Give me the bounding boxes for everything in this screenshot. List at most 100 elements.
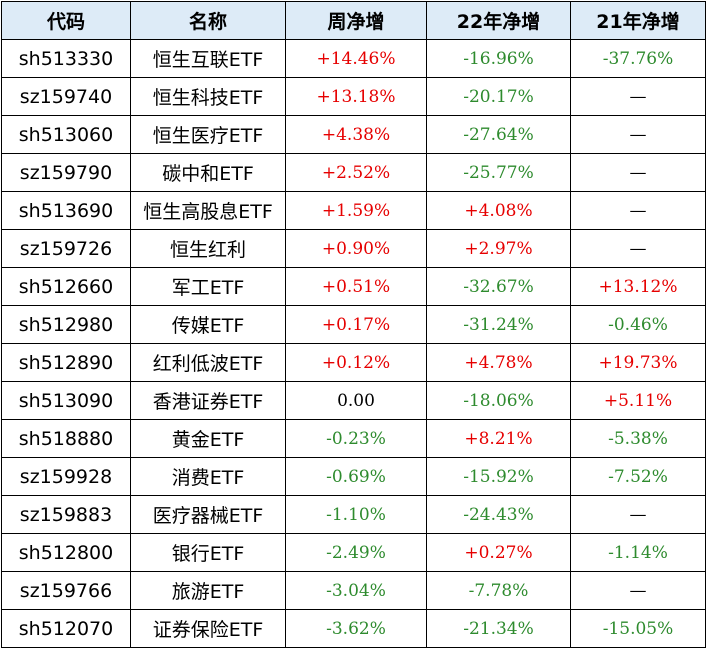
cell-2022-change: -24.43% [426, 495, 571, 534]
cell-2021-change: -5.38% [570, 419, 706, 458]
cell-name: 恒生红利 [130, 229, 286, 268]
cell-code: sz159790 [1, 153, 131, 192]
cell-weekly-change: +2.52% [285, 153, 427, 192]
cell-name: 恒生科技ETF [130, 77, 286, 116]
cell-name: 证券保险ETF [130, 609, 286, 648]
cell-name: 医疗器械ETF [130, 495, 286, 534]
header-row: 代码 名称 周净增 22年净增 21年净增 [1, 1, 706, 40]
cell-2021-change: -1.14% [570, 533, 706, 572]
cell-name: 红利低波ETF [130, 343, 286, 382]
cell-2022-change: -25.77% [426, 153, 571, 192]
cell-2021-change: — [570, 77, 706, 116]
cell-2022-change: -27.64% [426, 115, 571, 154]
cell-2022-change: +2.97% [426, 229, 571, 268]
cell-code: sz159766 [1, 571, 131, 610]
cell-code: sz159740 [1, 77, 131, 116]
cell-2022-change: +4.08% [426, 191, 571, 230]
table-row: sz159726 恒生红利 +0.90% +2.97% — [1, 229, 706, 268]
cell-name: 碳中和ETF [130, 153, 286, 192]
cell-weekly-change: 0.00 [285, 381, 427, 420]
cell-2022-change: -18.06% [426, 381, 571, 420]
cell-2022-change: -32.67% [426, 267, 571, 306]
cell-code: sh513090 [1, 381, 131, 420]
cell-weekly-change: -2.49% [285, 533, 427, 572]
cell-code: sh518880 [1, 419, 131, 458]
cell-2021-change: +19.73% [570, 343, 706, 382]
cell-code: sz159883 [1, 495, 131, 534]
cell-code: sh513060 [1, 115, 131, 154]
cell-weekly-change: +13.18% [285, 77, 427, 116]
cell-code: sh512980 [1, 305, 131, 344]
cell-name: 恒生医疗ETF [130, 115, 286, 154]
cell-code: sh513330 [1, 39, 131, 78]
header-2021-change: 21年净增 [570, 1, 706, 40]
cell-weekly-change: +14.46% [285, 39, 427, 78]
table-row: sh513330 恒生互联ETF +14.46% -16.96% -37.76% [1, 39, 706, 78]
cell-2021-change: +13.12% [570, 267, 706, 306]
cell-2021-change: -7.52% [570, 457, 706, 496]
cell-weekly-change: +0.90% [285, 229, 427, 268]
table-row: sh512800 银行ETF -2.49% +0.27% -1.14% [1, 533, 706, 572]
cell-name: 传媒ETF [130, 305, 286, 344]
cell-weekly-change: +0.12% [285, 343, 427, 382]
cell-code: sh512800 [1, 533, 131, 572]
cell-2021-change: — [570, 191, 706, 230]
cell-weekly-change: +4.38% [285, 115, 427, 154]
header-weekly-change: 周净增 [285, 1, 427, 40]
cell-name: 恒生互联ETF [130, 39, 286, 78]
header-name: 名称 [130, 1, 286, 40]
cell-code: sz159726 [1, 229, 131, 268]
header-code: 代码 [1, 1, 131, 40]
cell-code: sh512660 [1, 267, 131, 306]
cell-2022-change: +8.21% [426, 419, 571, 458]
cell-name: 银行ETF [130, 533, 286, 572]
cell-name: 军工ETF [130, 267, 286, 306]
cell-2022-change: -16.96% [426, 39, 571, 78]
cell-2021-change: -37.76% [570, 39, 706, 78]
cell-weekly-change: +1.59% [285, 191, 427, 230]
cell-2022-change: -31.24% [426, 305, 571, 344]
cell-name: 恒生高股息ETF [130, 191, 286, 230]
cell-2021-change: — [570, 153, 706, 192]
table-row: sz159883 医疗器械ETF -1.10% -24.43% — [1, 495, 706, 534]
table-row: sh518880 黄金ETF -0.23% +8.21% -5.38% [1, 419, 706, 458]
cell-2022-change: +0.27% [426, 533, 571, 572]
cell-weekly-change: -0.69% [285, 457, 427, 496]
cell-2021-change: -15.05% [570, 609, 706, 648]
cell-weekly-change: +0.51% [285, 267, 427, 306]
cell-2021-change: — [570, 229, 706, 268]
table-row: sz159928 消费ETF -0.69% -15.92% -7.52% [1, 457, 706, 496]
table-row: sz159790 碳中和ETF +2.52% -25.77% — [1, 153, 706, 192]
cell-2022-change: +4.78% [426, 343, 571, 382]
table-row: sh512980 传媒ETF +0.17% -31.24% -0.46% [1, 305, 706, 344]
cell-weekly-change: -0.23% [285, 419, 427, 458]
cell-2022-change: -7.78% [426, 571, 571, 610]
cell-weekly-change: -3.62% [285, 609, 427, 648]
cell-weekly-change: +0.17% [285, 305, 427, 344]
table-row: sh513090 香港证券ETF 0.00 -18.06% +5.11% [1, 381, 706, 420]
cell-code: sh512070 [1, 609, 131, 648]
cell-weekly-change: -3.04% [285, 571, 427, 610]
table-row: sz159766 旅游ETF -3.04% -7.78% — [1, 571, 706, 610]
cell-2021-change: -0.46% [570, 305, 706, 344]
table-row: sh513690 恒生高股息ETF +1.59% +4.08% — [1, 191, 706, 230]
table-row: sz159740 恒生科技ETF +13.18% -20.17% — [1, 77, 706, 116]
table-header: 代码 名称 周净增 22年净增 21年净增 [1, 1, 706, 40]
cell-code: sh512890 [1, 343, 131, 382]
table-row: sh512890 红利低波ETF +0.12% +4.78% +19.73% [1, 343, 706, 382]
table-row: sh512070 证券保险ETF -3.62% -21.34% -15.05% [1, 609, 706, 648]
cell-2022-change: -15.92% [426, 457, 571, 496]
cell-2022-change: -20.17% [426, 77, 571, 116]
cell-weekly-change: -1.10% [285, 495, 427, 534]
cell-name: 黄金ETF [130, 419, 286, 458]
cell-code: sz159928 [1, 457, 131, 496]
cell-name: 消费ETF [130, 457, 286, 496]
cell-2021-change: — [570, 571, 706, 610]
cell-name: 旅游ETF [130, 571, 286, 610]
table-body: sh513330 恒生互联ETF +14.46% -16.96% -37.76% sz15… [1, 39, 706, 648]
cell-2021-change: +5.11% [570, 381, 706, 420]
cell-code: sh513690 [1, 191, 131, 230]
cell-2021-change: — [570, 495, 706, 534]
cell-name: 香港证券ETF [130, 381, 286, 420]
